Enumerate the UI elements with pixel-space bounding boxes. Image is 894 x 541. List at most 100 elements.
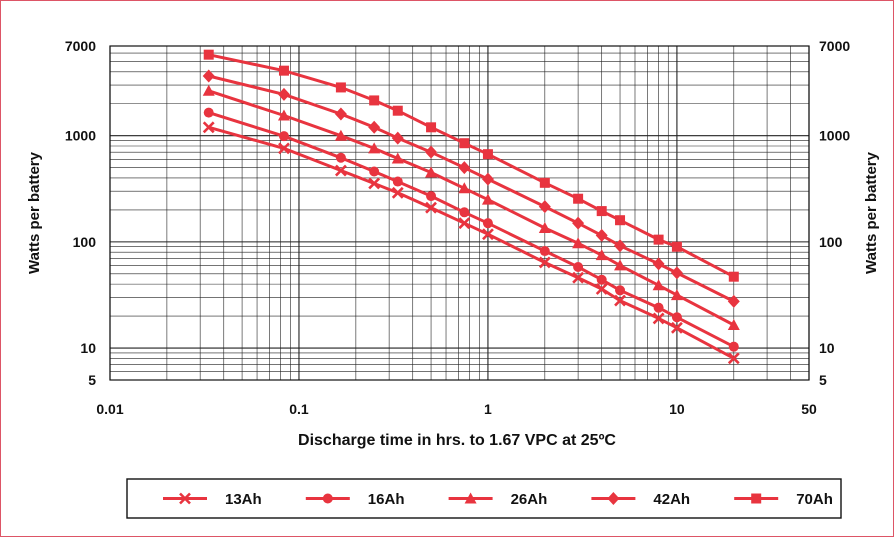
legend-marker-26ah	[464, 492, 477, 504]
data-point-26ah	[652, 279, 665, 291]
y-tick-label-left: 7000	[65, 38, 96, 54]
data-point-13ah	[652, 312, 665, 325]
series-26ah	[202, 84, 740, 330]
legend-label-13ah: 13Ah	[225, 491, 262, 508]
data-point-70ah	[728, 271, 739, 282]
marker-stroke	[727, 352, 740, 365]
data-point-70ah	[278, 65, 289, 76]
data-point-16ah	[539, 246, 550, 257]
data-point-70ah	[615, 215, 626, 226]
data-point-70ah	[392, 105, 403, 116]
data-point-16ah	[728, 341, 739, 352]
data-point-42ah	[670, 266, 683, 280]
legend-marker-70ah	[751, 493, 762, 504]
y-tick-label-right: 100	[819, 234, 843, 250]
data-point-13ah	[482, 228, 494, 241]
marker-stroke	[572, 271, 585, 284]
data-point-16ah	[615, 285, 626, 296]
data-point-13ah	[727, 352, 740, 365]
x-axis-label: Discharge time in hrs. to 1.67 VPC at 25…	[298, 432, 616, 449]
y-tick-label-left: 1000	[65, 128, 96, 144]
data-point-13ah	[572, 271, 585, 284]
series-42ah	[202, 69, 740, 308]
marker-stroke	[652, 312, 665, 325]
legend-label-70ah: 70Ah	[796, 491, 833, 508]
data-point-26ah	[391, 152, 404, 164]
legend-item-13ah: 13Ah	[163, 491, 262, 508]
marker-stroke	[482, 228, 494, 241]
marker-stroke	[391, 186, 404, 199]
series-13ah	[202, 121, 740, 365]
data-point-42ah	[368, 120, 381, 134]
x-tick-label: 1	[484, 401, 492, 417]
data-point-42ah	[614, 239, 627, 253]
data-point-42ah	[391, 131, 404, 145]
legend-item-70ah: 70Ah	[734, 491, 833, 508]
marker-stroke	[595, 283, 608, 295]
data-point-13ah	[425, 201, 437, 214]
x-tick-label: 0.1	[289, 401, 309, 417]
data-point-26ah	[202, 84, 215, 96]
series-16ah	[203, 107, 739, 352]
y-tick-label-left: 10	[80, 340, 96, 356]
legend-marker-13ah	[179, 492, 191, 505]
data-point-13ah	[278, 142, 290, 155]
data-point-16ah	[426, 191, 437, 202]
data-point-26ah	[481, 193, 494, 205]
data-point-26ah	[277, 109, 290, 121]
data-point-70ah	[335, 82, 346, 93]
data-point-70ah	[653, 234, 664, 245]
y-tick-labels-right: 5 10 100 1000 7000	[819, 38, 850, 388]
data-point-13ah	[458, 217, 471, 230]
data-point-16ah	[203, 107, 214, 118]
y-tick-label-right: 7000	[819, 38, 850, 54]
data-point-42ah	[334, 107, 347, 121]
data-point-16ah	[653, 302, 664, 313]
legend-box	[126, 478, 842, 519]
x-tick-label: 10	[669, 401, 685, 417]
data-point-13ah	[614, 294, 626, 307]
data-point-42ah	[202, 69, 215, 83]
data-point-70ah	[671, 241, 682, 252]
data-point-26ah	[595, 249, 608, 261]
x-tick-label: 0.01	[96, 401, 123, 417]
data-point-16ah	[459, 207, 470, 218]
data-point-26ah	[670, 289, 683, 301]
marker-stroke	[425, 201, 437, 214]
data-point-13ah	[670, 321, 683, 334]
legend: 13Ah 16Ah 26Ah 42Ah 70Ah	[163, 491, 833, 508]
data-point-70ah	[369, 95, 380, 106]
data-point-42ah	[652, 257, 665, 271]
marker-stroke	[614, 294, 626, 307]
data-point-42ah	[277, 87, 290, 101]
data-point-16ah	[596, 274, 607, 285]
data-point-26ah	[538, 222, 551, 234]
legend-marker-42ah	[607, 492, 620, 505]
data-point-16ah	[278, 131, 289, 142]
data-point-26ah	[458, 182, 471, 194]
legend-item-16ah: 16Ah	[305, 491, 405, 508]
plot-border	[109, 45, 810, 381]
x-tick-label: 50	[801, 401, 817, 417]
legend-label-16ah: 16Ah	[368, 491, 405, 508]
data-point-70ah	[573, 193, 584, 204]
data-point-13ah	[202, 121, 215, 134]
y-tick-label-right: 1000	[819, 128, 850, 144]
data-point-70ah	[482, 149, 493, 160]
data-point-26ah	[727, 318, 740, 330]
data-point-70ah	[203, 49, 214, 60]
data-point-13ah	[538, 256, 551, 269]
marker-stroke	[278, 142, 290, 155]
marker-stroke	[538, 256, 551, 269]
data-point-16ah	[573, 261, 584, 272]
marker-stroke	[334, 164, 347, 177]
marker-stroke	[368, 177, 381, 190]
data-point-26ah	[572, 237, 585, 249]
y-tick-label-right: 10	[819, 340, 835, 356]
data-point-26ah	[368, 142, 381, 154]
data-point-26ah	[334, 129, 347, 141]
data-point-70ah	[539, 177, 550, 188]
data-point-70ah	[426, 122, 437, 133]
